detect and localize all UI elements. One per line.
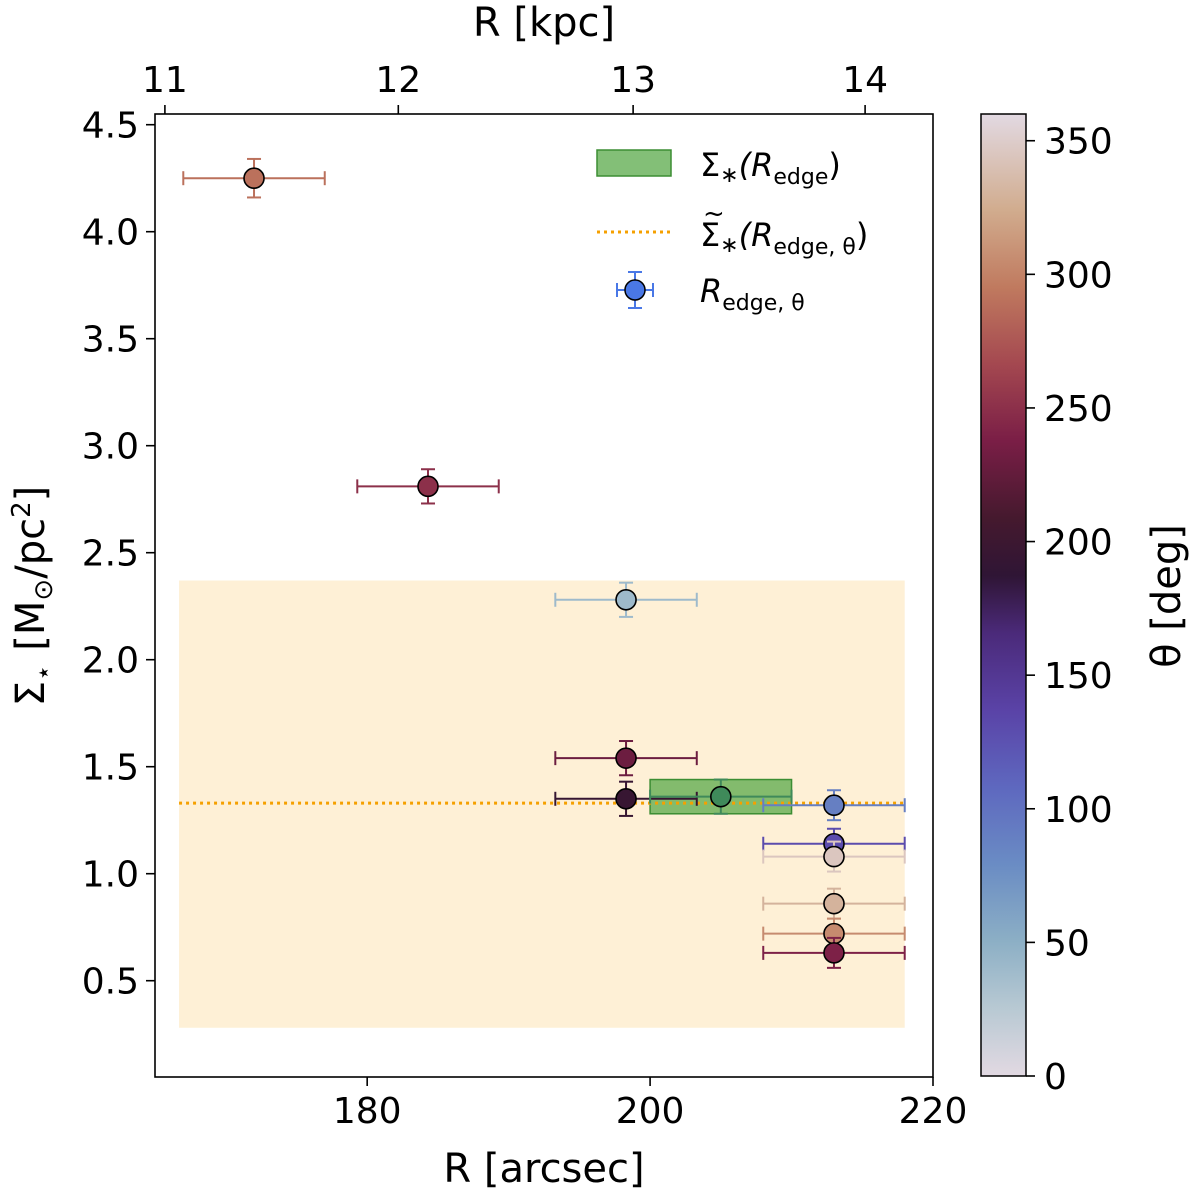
- data-point-2-marker: [417, 475, 439, 498]
- plot-background: [179, 580, 905, 1028]
- data-point-1: [182, 157, 326, 199]
- y-tick-label-4.5: 4.5: [82, 106, 139, 147]
- y-tick-label-2.0: 2.0: [82, 641, 139, 682]
- data-point-6: [762, 789, 906, 822]
- legend-label-point: Redge, θ: [700, 272, 805, 316]
- legend-box-swatch: [596, 149, 672, 177]
- y-axis-label-subscript: ⋆: [29, 665, 59, 681]
- top-tick-label-12: 12: [375, 60, 421, 101]
- legend-label-median: Σ∗(Redge, θ): [700, 216, 868, 260]
- y-tick-label-0.5: 0.5: [82, 962, 139, 1003]
- data-point-4-marker: [615, 747, 637, 769]
- data-point-8: [762, 840, 906, 873]
- colorbar-tick-label-0: 0: [1044, 1057, 1067, 1098]
- legend-point-swatch: [616, 271, 654, 309]
- data-point-5-marker: [615, 787, 637, 810]
- edge-point-marker: [710, 785, 732, 808]
- data-point-3: [554, 581, 698, 618]
- data-point-4: [554, 740, 698, 777]
- colorbar-tick-label-200: 200: [1044, 523, 1113, 564]
- colorbar: 0 50 100 150 200 250 300 350 θ [deg]: [980, 113, 1190, 1098]
- data-point-11-marker: [823, 942, 845, 964]
- edge-point: [649, 778, 793, 815]
- y-tick-label-1.0: 1.0: [82, 855, 139, 896]
- data-point-3-marker: [615, 588, 637, 611]
- x-axis-label: R [arcsec]: [443, 1146, 644, 1192]
- data-point-9: [762, 887, 906, 920]
- top-tick-label-13: 13: [610, 60, 656, 101]
- data-point-9-marker: [823, 892, 845, 915]
- colorbar-ticks: 0 50 100 150 200 250 300 350: [1026, 122, 1113, 1098]
- legend-tilde: ~: [703, 199, 725, 229]
- y-axis-label-close: ]: [8, 486, 54, 502]
- plot-frame: [154, 113, 934, 1078]
- y-axis-label: Σ⋆ [M⊙/pc2]: [7, 486, 59, 707]
- colorbar-gradient: [980, 113, 1027, 1077]
- y-axis-label-unit-sub: ⊙: [29, 579, 59, 601]
- data-point-2: [356, 468, 500, 505]
- legend-label-edge: Σ∗(Redge): [700, 146, 841, 190]
- y-tick-label-2.5: 2.5: [82, 534, 139, 575]
- y-axis-label-unit-open: [M: [8, 601, 54, 651]
- colorbar-tick-label-150: 150: [1044, 656, 1113, 697]
- data-point-8-marker: [823, 845, 845, 868]
- y-axis-label-unit-sup: 2: [7, 501, 37, 518]
- colorbar-tick-label-350: 350: [1044, 122, 1113, 163]
- y-tick-label-1.5: 1.5: [82, 748, 139, 789]
- top-axis-ticks: 11 12 13 14: [142, 60, 888, 114]
- colorbar-tick-label-250: 250: [1044, 389, 1113, 430]
- data-point-6-marker: [823, 794, 845, 817]
- top-tick-label-14: 14: [842, 60, 888, 101]
- colorbar-tick-label-300: 300: [1044, 255, 1113, 296]
- data-point-11: [762, 936, 906, 969]
- colorbar-tick-label-100: 100: [1044, 790, 1113, 831]
- y-tick-label-3.0: 3.0: [82, 427, 139, 468]
- colorbar-tick-label-50: 50: [1044, 923, 1090, 964]
- y-axis-ticks: 0.5 1.0 1.5 2.0 2.5 3.0 3.5 4.0 4.5: [82, 106, 155, 1003]
- x-tick-label-180: 180: [333, 1091, 402, 1132]
- x-tick-label-200: 200: [616, 1091, 685, 1132]
- data-point-5: [554, 780, 698, 817]
- x-tick-label-220: 220: [899, 1091, 968, 1132]
- data-point-1-marker: [243, 167, 265, 189]
- x-axis-ticks: 180 200 220: [333, 1077, 968, 1132]
- y-tick-label-3.5: 3.5: [82, 320, 139, 361]
- top-axis-label: R [kpc]: [473, 0, 615, 46]
- y-axis-label-symbol: Σ: [8, 681, 54, 706]
- data-points: [182, 157, 906, 969]
- top-tick-label-11: 11: [142, 60, 188, 101]
- colorbar-label: θ [deg]: [1144, 524, 1190, 668]
- y-tick-label-4.0: 4.0: [82, 213, 139, 254]
- y-axis-label-unit-tail: /pc: [8, 518, 54, 579]
- legend: Σ∗(Redge) Σ∗(Redge, θ) ~ Redge, θ: [596, 146, 868, 316]
